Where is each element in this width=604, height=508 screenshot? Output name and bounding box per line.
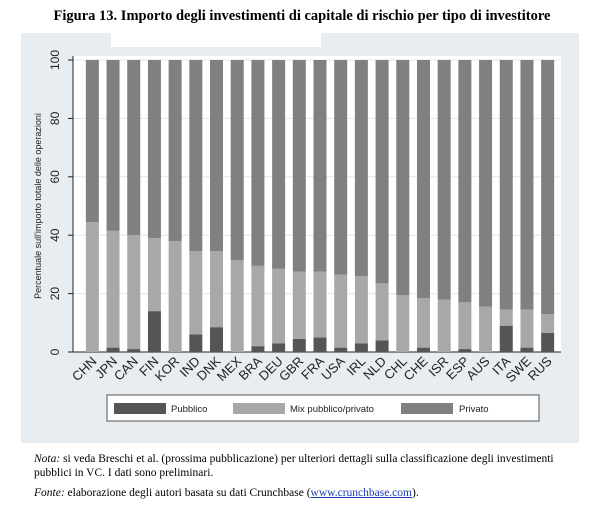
stacked-bar-chart: 0 20 40 60 80 100 Percentuale sull'importo tot… xyxy=(33,33,561,422)
bar-gbr-privato xyxy=(292,60,306,272)
bar-gbr-mix-pubblico-privato xyxy=(292,271,306,339)
bar-esp-pubblico xyxy=(458,349,472,352)
bar-jpn-pubblico xyxy=(106,347,120,352)
bar-swe-mix-pubblico-privato xyxy=(520,309,534,348)
bar-jpn-mix-pubblico-privato xyxy=(106,230,120,348)
bar-fin-pubblico xyxy=(147,311,161,352)
bar-ind-pubblico xyxy=(189,334,203,352)
bar-isr-mix-pubblico-privato xyxy=(437,299,451,352)
source-body-before: elaborazione degli autori basata su dati… xyxy=(64,487,311,499)
note-text: Nota: si veda Breschi et al. (prossima p… xyxy=(34,452,574,480)
bar-che-privato xyxy=(416,60,430,298)
note-label: Nota: xyxy=(34,453,61,465)
bar-bra-mix-pubblico-privato xyxy=(251,265,265,347)
legend-label: Mix pubblico/privato xyxy=(290,404,374,415)
y-tick-label: 100 xyxy=(48,50,62,70)
bar-dnk-pubblico xyxy=(210,327,224,352)
bar-can-privato xyxy=(127,60,141,236)
bar-swe-pubblico xyxy=(520,347,534,352)
y-tick-label: 40 xyxy=(48,228,62,242)
bar-dnk-privato xyxy=(210,60,224,252)
bar-kor-mix-pubblico-privato xyxy=(168,241,182,352)
bar-chn-privato xyxy=(85,60,99,223)
bar-rus-pubblico xyxy=(541,333,555,352)
bar-can-mix-pubblico-privato xyxy=(127,235,141,350)
bar-che-mix-pubblico-privato xyxy=(416,297,430,348)
x-tick-label: RUS xyxy=(525,353,555,383)
bar-irl-pubblico xyxy=(354,343,368,352)
panel-top-strip xyxy=(111,33,321,47)
note-body: si veda Breschi et al. (prossima pubblic… xyxy=(34,453,554,479)
bar-isr-privato xyxy=(437,60,451,300)
bar-jpn-privato xyxy=(106,60,120,231)
bar-kor-privato xyxy=(168,60,182,242)
y-tick-label: 20 xyxy=(48,287,62,301)
crunchbase-link[interactable]: www.crunchbase.com xyxy=(310,487,412,499)
bar-che-pubblico xyxy=(416,347,430,352)
figure-title: Figura 13. Importo degli investimenti di… xyxy=(53,8,551,24)
bar-esp-privato xyxy=(458,60,472,303)
y-tick-label: 0 xyxy=(48,348,62,355)
bar-fra-pubblico xyxy=(313,337,327,352)
bar-rus-mix-pubblico-privato xyxy=(541,314,555,334)
bar-mex-privato xyxy=(230,60,244,261)
bar-chl-privato xyxy=(396,60,410,296)
bar-ita-mix-pubblico-privato xyxy=(499,309,513,326)
bar-mex-mix-pubblico-privato xyxy=(230,260,244,352)
source-body-after: ). xyxy=(412,487,419,499)
bar-swe-privato xyxy=(520,60,534,310)
bar-gbr-pubblico xyxy=(292,338,306,352)
bar-aus-privato xyxy=(479,60,493,307)
bar-usa-pubblico xyxy=(334,347,348,352)
bar-deu-pubblico xyxy=(272,343,286,352)
legend-swatch xyxy=(233,403,285,414)
bar-usa-privato xyxy=(334,60,348,275)
bar-chl-mix-pubblico-privato xyxy=(396,295,410,352)
legend-swatch xyxy=(401,403,453,414)
legend-box xyxy=(106,394,540,422)
bar-fra-mix-pubblico-privato xyxy=(313,271,327,338)
bar-fra-privato xyxy=(313,60,327,272)
bar-ind-privato xyxy=(189,60,203,252)
bar-fin-mix-pubblico-privato xyxy=(147,238,161,312)
y-axis-label: Percentuale sull'importo totale delle op… xyxy=(33,113,43,299)
bar-can-pubblico xyxy=(127,349,141,352)
bar-irl-mix-pubblico-privato xyxy=(354,276,368,344)
bar-aus-mix-pubblico-privato xyxy=(479,306,493,352)
bar-chn-mix-pubblico-privato xyxy=(85,222,99,352)
source-label: Fonte: xyxy=(34,487,65,499)
legend-label: Pubblico xyxy=(171,404,207,415)
bar-irl-privato xyxy=(354,60,368,277)
bar-deu-mix-pubblico-privato xyxy=(272,268,286,344)
bar-ita-privato xyxy=(499,60,513,310)
source-text: Fonte: elaborazione degli autori basata … xyxy=(34,486,574,500)
legend-label: Privato xyxy=(459,404,489,415)
bar-nld-pubblico xyxy=(375,340,389,352)
bar-esp-mix-pubblico-privato xyxy=(458,302,472,350)
bar-nld-privato xyxy=(375,60,389,284)
bar-rus-privato xyxy=(541,60,555,315)
y-tick-label: 80 xyxy=(48,111,62,125)
legend-swatch xyxy=(114,403,166,414)
chart-panel: 0 20 40 60 80 100 Percentuale sull'importo tot… xyxy=(21,33,579,443)
bar-nld-mix-pubblico-privato xyxy=(375,283,389,341)
x-tick-label: AUS xyxy=(463,353,493,383)
y-tick-label: 60 xyxy=(48,170,62,184)
bar-ind-mix-pubblico-privato xyxy=(189,251,203,335)
bar-dnk-mix-pubblico-privato xyxy=(210,251,224,328)
bar-ita-pubblico xyxy=(499,325,513,352)
bar-fin-privato xyxy=(147,60,161,239)
bar-bra-pubblico xyxy=(251,346,265,352)
bar-usa-mix-pubblico-privato xyxy=(334,274,348,348)
bar-bra-privato xyxy=(251,60,265,266)
bar-deu-privato xyxy=(272,60,286,269)
